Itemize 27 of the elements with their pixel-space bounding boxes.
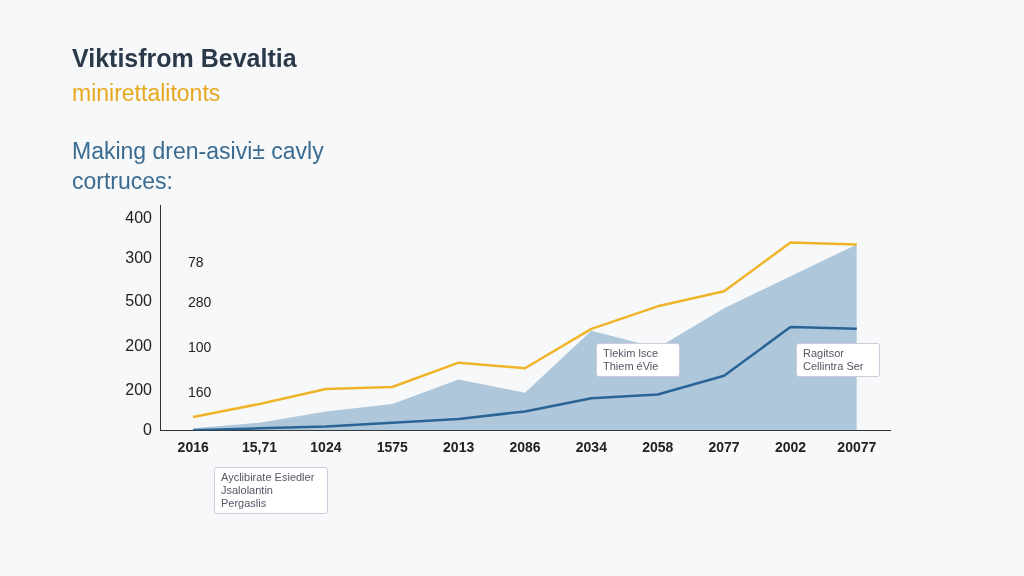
text: 500 — [124, 292, 152, 310]
text: 400 — [124, 209, 152, 227]
annotation: 160 — [188, 384, 212, 400]
x-tick-label: 2086 — [509, 439, 541, 456]
x-tick-label: 2034 — [575, 439, 608, 456]
annotation: Tlekim lsce Thiem éVie — [596, 343, 680, 377]
x-tick-label: 2013 — [443, 439, 475, 456]
annotation: Ragitsor Cellintra Ser — [796, 343, 880, 377]
x-tick-label: 2058 — [642, 439, 674, 456]
x-tick-label: 15,71 — [242, 439, 278, 456]
annotation: 280 — [188, 294, 212, 310]
text: 200 — [124, 337, 152, 355]
chart-subtitle: minirettalitonts — [72, 80, 221, 107]
x-tick-label: 2002 — [774, 439, 807, 456]
text: Making dren-asivi± cavly cortruces: — [72, 137, 325, 196]
text: 300 — [124, 249, 152, 267]
x-tick-label: 1024 — [310, 439, 342, 456]
annotation: 100 — [188, 339, 212, 355]
x-tick-label: 1575 — [376, 439, 409, 456]
annotation: 78 — [188, 254, 204, 270]
chart-title: Viktisfrom Bevaltia — [72, 44, 297, 73]
text: 0 — [142, 421, 152, 439]
text: Ayclibirate Esiedler Jsalolantin Pergaslis — [214, 467, 328, 514]
x-tick-label: 2016 — [177, 439, 209, 456]
x-tick-label: 20077 — [837, 439, 877, 456]
x-tick-label: 2077 — [708, 439, 740, 456]
text: 200 — [124, 381, 152, 399]
